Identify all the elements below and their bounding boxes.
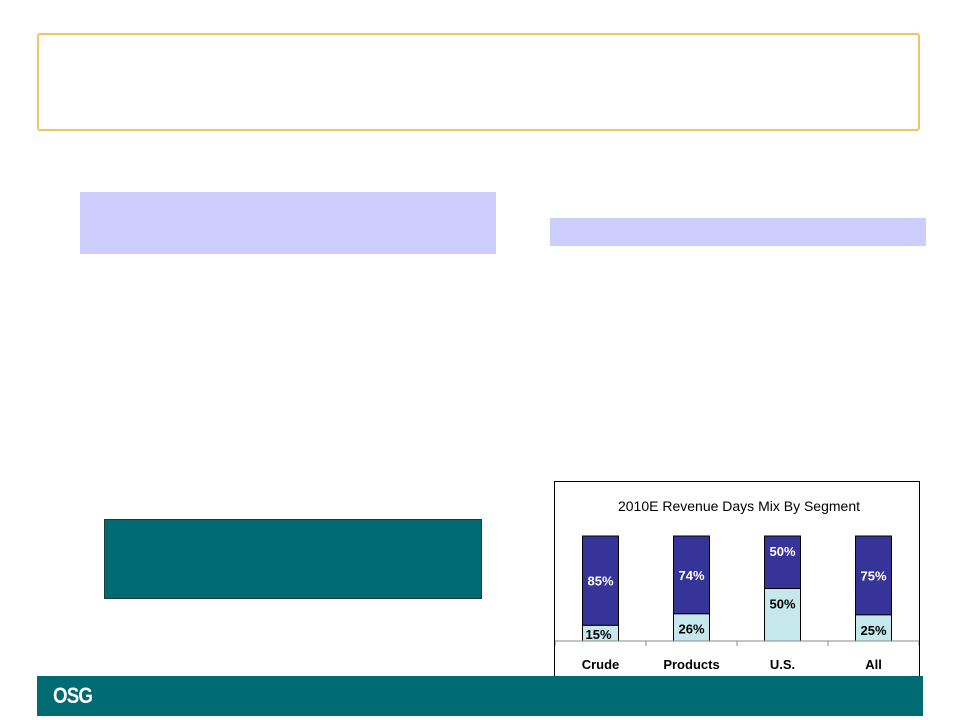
- category-label-us: U.S.: [770, 657, 795, 672]
- data-label: 25%: [860, 623, 886, 638]
- left-header-band: [80, 192, 496, 254]
- chart-title: 2010E Revenue Days Mix By Segment: [618, 498, 860, 514]
- bar-segment-all: [855, 535, 892, 616]
- bar-segment-products: [673, 535, 710, 615]
- slide-title-box: [37, 33, 920, 131]
- data-label: 26%: [678, 622, 704, 637]
- osg-logo: OSG: [53, 683, 93, 708]
- teal-callout-box: [104, 519, 482, 599]
- right-header-band: [550, 218, 926, 246]
- data-label: 50%: [769, 597, 795, 612]
- data-label: 85%: [587, 574, 613, 589]
- category-label-products: Products: [663, 657, 719, 672]
- bar-segment-crude: [582, 535, 619, 626]
- data-label: 74%: [678, 568, 704, 583]
- category-label-all: All: [865, 657, 882, 672]
- bar-segment-us: [764, 535, 801, 589]
- data-label: 50%: [769, 544, 795, 559]
- data-label: 15%: [585, 627, 611, 642]
- category-label-crude: Crude: [582, 657, 620, 672]
- chart-svg: 2010E Revenue Days Mix By Segment 15% 85%…: [555, 498, 919, 672]
- data-label: 75%: [860, 568, 886, 583]
- revenue-days-mix-chart: 2010E Revenue Days Mix By Segment 15% 85%…: [554, 481, 920, 677]
- footer-bar: OSG: [37, 676, 923, 716]
